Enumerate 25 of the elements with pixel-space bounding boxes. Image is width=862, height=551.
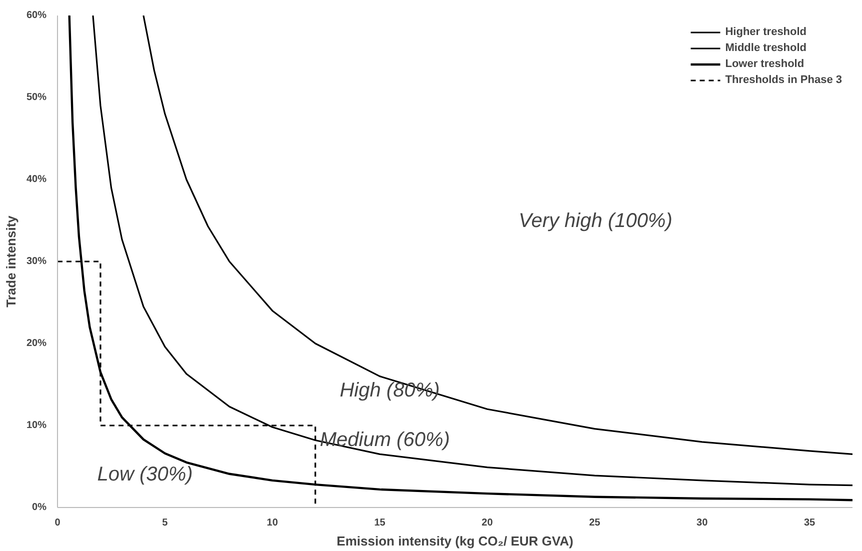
x-tick-label: 0 (54, 518, 61, 528)
y-tick-label: 0% (32, 502, 47, 513)
y-tick-label: 20% (26, 338, 47, 349)
x-tick-label: 25 (589, 518, 601, 528)
legend-label: Middle treshold (725, 41, 807, 55)
y-tick-label: 10% (26, 420, 47, 431)
y-axis-title: Trade intensity (3, 214, 18, 308)
annotation: Very high (100%) (518, 210, 672, 232)
x-tick-label: 5 (162, 518, 168, 528)
legend-label: Lower treshold (725, 57, 804, 71)
x-tick-label: 30 (696, 518, 708, 528)
legend-label: Thresholds in Phase 3 (725, 73, 842, 87)
x-tick-label: 20 (482, 518, 494, 528)
annotation: Low (30%) (97, 463, 193, 486)
y-tick-label: 60% (26, 10, 47, 21)
annotation: High (80%) (340, 380, 440, 402)
annotation: Medium (60%) (320, 428, 450, 451)
x-tick-label: 10 (266, 518, 278, 528)
legend-label: Higher treshold (725, 25, 807, 39)
y-tick-label: 50% (26, 92, 47, 103)
y-tick-label: 40% (26, 174, 47, 185)
x-tick-label: 15 (374, 518, 386, 528)
y-tick-label: 30% (26, 256, 47, 267)
x-axis-title: Emission intensity (kg CO₂/ EUR GVA) (336, 534, 574, 548)
x-tick-label: 35 (804, 518, 816, 528)
